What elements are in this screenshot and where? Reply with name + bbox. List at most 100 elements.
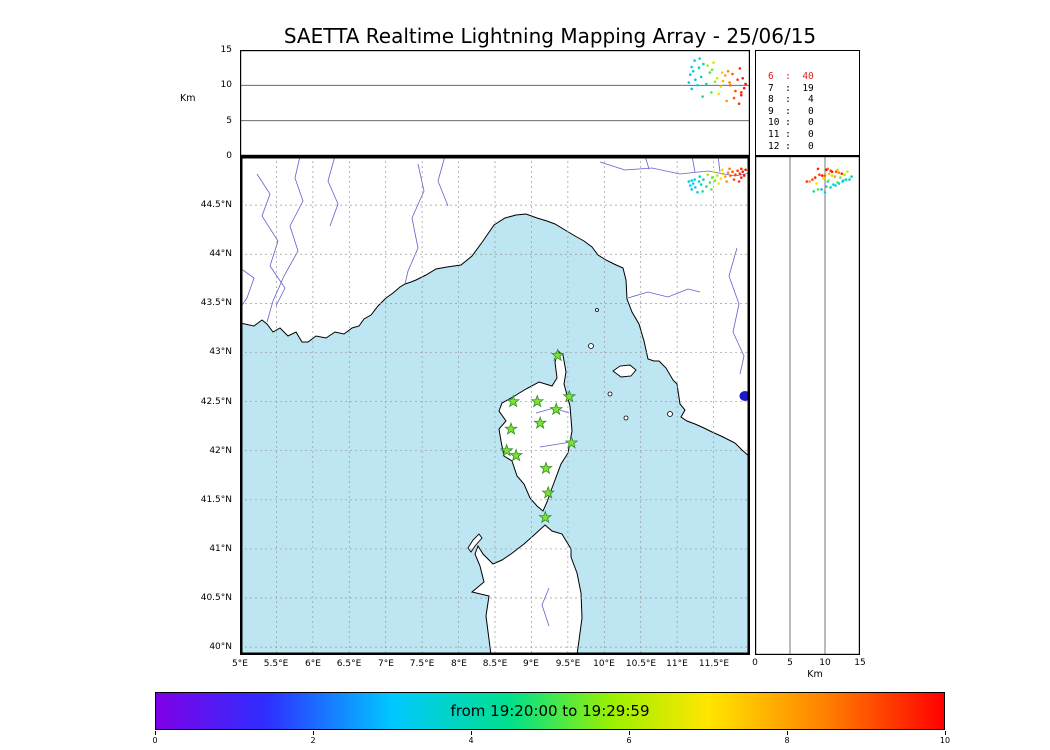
station-marker	[538, 510, 553, 524]
altitude-axis-ticks-top: 0 5 10 15	[206, 45, 234, 161]
alt-tick-label: 0	[226, 151, 232, 161]
colorbar-label: from 19:20:00 to 19:29:59	[450, 702, 650, 720]
altitude-longitude-panel	[240, 50, 750, 156]
station-count-row: 10 : 0	[768, 117, 814, 129]
lightning-sources-alt-lat	[805, 167, 853, 194]
altitude-gridlines	[789, 156, 826, 655]
station-marker	[539, 461, 553, 475]
lat-tick-label: 43.5°N	[200, 298, 232, 308]
station-markers	[499, 348, 579, 524]
station-marker	[533, 415, 548, 429]
alt-tick-label: 10	[220, 80, 232, 90]
colorbar-tick-label: 4	[468, 736, 474, 745]
map-panel	[240, 156, 750, 655]
alt-tick-label: 5	[226, 116, 232, 126]
lat-tick-label: 42°N	[209, 446, 232, 456]
alt-tick-label: 10	[819, 658, 831, 668]
lon-tick-label: 10.5°E	[625, 659, 657, 669]
station-count-row: 7 : 19	[768, 82, 814, 94]
map-gridlines	[240, 156, 750, 655]
altitude-axis-ticks-right: 0 5 10 15	[752, 658, 866, 672]
lat-tick-label: 40.5°N	[200, 593, 232, 603]
colorbar-ticks: 0 2 4 6 8 10	[152, 731, 950, 749]
station-marker	[530, 394, 545, 408]
station-count-row: 9 : 0	[768, 105, 814, 117]
lon-tick-label: 6°E	[305, 659, 321, 669]
station-marker	[549, 402, 564, 416]
colorbar-tick-label: 2	[310, 736, 316, 745]
lat-tick-label: 44.5°N	[200, 200, 232, 210]
figure-title: SAETTA Realtime Lightning Mapping Array …	[283, 24, 817, 48]
alt-tick-label: 15	[220, 45, 232, 55]
lon-tick-label: 11°E	[666, 659, 688, 669]
station-marker	[499, 443, 514, 457]
colorbar-tick	[786, 731, 788, 735]
colorbar-tick-label: 10	[939, 736, 951, 745]
lon-tick-label: 11.5°E	[698, 659, 730, 669]
lat-tick-label: 40°N	[209, 642, 232, 652]
colorbar-tick-label: 6	[626, 736, 632, 745]
asinara-island	[467, 533, 483, 553]
sardinia-island	[470, 524, 583, 655]
lat-tick-label: 43°N	[209, 347, 232, 357]
colorbar-tick-label: 8	[784, 736, 790, 745]
lat-tick-label: 42.5°N	[200, 397, 232, 407]
station-marker	[562, 389, 577, 403]
giglio-island	[667, 411, 673, 417]
gorgona-island	[595, 308, 599, 312]
station-marker	[564, 435, 579, 449]
altitude-axis-label-top: Km	[180, 93, 196, 104]
montecristo-island	[623, 415, 629, 421]
lightning-sources-map	[687, 167, 747, 194]
station-count-row: 12 : 0	[768, 140, 814, 152]
alt-tick-label: 15	[854, 658, 866, 668]
lat-tick-label: 41°N	[209, 544, 232, 554]
mediterranean-sea	[240, 213, 750, 655]
station-marker	[550, 348, 565, 362]
lat-tick-label: 44°N	[209, 249, 232, 259]
lon-tick-label: 8.5°E	[482, 659, 508, 669]
alt-tick-label: 5	[787, 658, 793, 668]
panel-border	[755, 156, 860, 655]
corsica-island	[498, 350, 573, 512]
colorbar-tick	[470, 731, 472, 735]
pianosa-island	[607, 391, 613, 397]
lat-tick-label: 41.5°N	[200, 495, 232, 505]
alt-tick-label: 0	[752, 658, 758, 668]
altitude-axis-label-right: Km	[807, 669, 823, 680]
lon-tick-label: 9.5°E	[555, 659, 581, 669]
lon-tick-label: 8°E	[451, 659, 467, 669]
lake-bolsena	[739, 391, 750, 401]
colorbar-tick	[312, 731, 314, 735]
lon-tick-label: 7°E	[378, 659, 394, 669]
station-count-row: 8 : 4	[768, 94, 814, 106]
lon-tick-label: 6.5°E	[336, 659, 362, 669]
colorbar-gradient	[156, 693, 944, 729]
colorbar-tick	[944, 731, 946, 735]
capraia-island	[588, 343, 594, 349]
station-count-row: 11 : 0	[768, 128, 814, 140]
panel-border	[240, 50, 750, 156]
colorbar-tick	[154, 731, 156, 735]
station-count-row: 6 : 40	[768, 71, 814, 82]
time-colorbar: from 19:20:00 to 19:29:59	[155, 692, 945, 730]
lon-tick-label: 9°E	[523, 659, 539, 669]
station-marker	[504, 421, 518, 435]
panel-border	[240, 156, 750, 655]
lon-tick-label: 5°E	[232, 659, 248, 669]
altitude-latitude-panel	[755, 156, 860, 655]
station-marker	[509, 448, 523, 462]
colorbar-tick	[628, 731, 630, 735]
colorbar-tick-label: 0	[152, 736, 158, 745]
latitude-axis-ticks: 44.5°N 44°N 43.5°N 43°N 42.5°N 42°N 41.5°N 41°N…	[150, 156, 234, 655]
station-marker	[506, 394, 521, 408]
longitude-axis-ticks: 5°E 5.5°E 6°E 6.5°E 7°E 7.5°E 8°E 8.5°E 9°E 9.5°E…	[232, 659, 750, 673]
lon-tick-label: 10°E	[593, 659, 615, 669]
station-marker	[541, 485, 556, 499]
lon-tick-label: 7.5°E	[409, 659, 435, 669]
lon-tick-label: 5.5°E	[263, 659, 289, 669]
lightning-sources-alt-lon	[687, 57, 747, 105]
elba-island	[612, 364, 637, 378]
